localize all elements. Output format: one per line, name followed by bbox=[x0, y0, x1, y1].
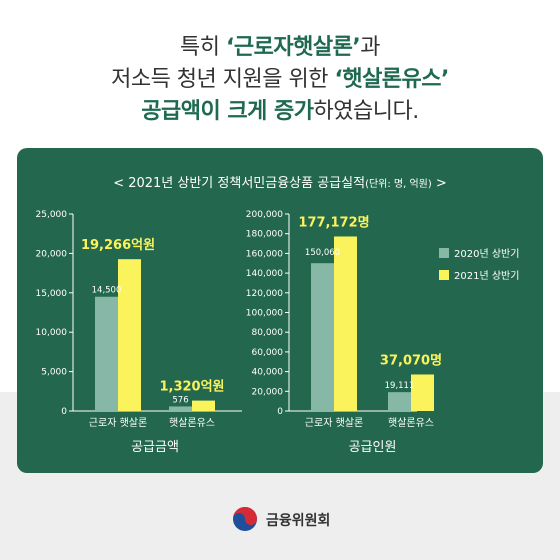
headline-highlight: ‘햇살론유스’ bbox=[334, 67, 449, 92]
chart-subtitle: 공급금액 bbox=[131, 440, 179, 455]
data-label-2021: 177,172명 bbox=[298, 214, 369, 230]
chart-card: < 2021년 상반기 정책서민금융상품 공급실적(단위: 명, 억원) > 0… bbox=[17, 148, 543, 473]
data-label-2020: 19,111 bbox=[385, 381, 415, 391]
bar-charts: 0 5,000 10,000 15,000 20,000 25,000 14,500 19,2… bbox=[36, 210, 520, 455]
headline-highlight: 공급액이 크게 증가 bbox=[141, 99, 314, 124]
bar-2020 bbox=[95, 296, 118, 411]
data-label-2020: 14,500 bbox=[92, 286, 122, 296]
y-tick-label: 0 bbox=[277, 407, 283, 417]
y-tick-label: 160,000 bbox=[246, 249, 283, 259]
headline-line-1: 특히 ‘근로자햇살론’과 bbox=[0, 32, 560, 64]
y-tick-label: 20,000 bbox=[36, 249, 68, 259]
card-title-unit: (단위: 명, 억원) bbox=[365, 179, 432, 190]
org-footer: 금융위원회 bbox=[0, 506, 560, 534]
org-name: 금융위원회 bbox=[266, 513, 331, 529]
headline-line-3: 공급액이 크게 증가하였습니다. bbox=[0, 96, 560, 128]
y-tick-label: 100,000 bbox=[246, 309, 283, 319]
government-emblem-icon bbox=[233, 507, 257, 531]
headline-highlight: ‘근로자햇살론’ bbox=[226, 35, 361, 60]
data-label-2021: 19,266억원 bbox=[81, 238, 155, 253]
headline: 특히 ‘근로자햇살론’과 저소득 청년 지원을 위한 ‘햇살론유스’ 공급액이 … bbox=[0, 32, 560, 128]
card-title: < 2021년 상반기 정책서민금융상품 공급실적(단위: 명, 억원) > bbox=[17, 172, 543, 191]
bar-2020 bbox=[388, 392, 411, 411]
headline-text: 특히 bbox=[180, 35, 227, 60]
y-tick-label: 15,000 bbox=[36, 289, 68, 299]
data-label-2020: 150,060 bbox=[305, 248, 340, 258]
legend-label: 2020년 상반기 bbox=[454, 248, 519, 260]
headline-text: 저소득 청년 지원을 위한 bbox=[111, 67, 335, 92]
legend-swatch-2020 bbox=[439, 248, 449, 258]
y-tick-label: 25,000 bbox=[36, 210, 68, 220]
data-label-2020: 576 bbox=[172, 395, 188, 405]
y-tick-label: 40,000 bbox=[252, 368, 284, 378]
data-label-2021: 1,320억원 bbox=[159, 380, 224, 395]
y-tick-label: 120,000 bbox=[246, 289, 283, 299]
bar-2021 bbox=[192, 400, 215, 411]
headline-line-2: 저소득 청년 지원을 위한 ‘햇살론유스’ bbox=[0, 64, 560, 96]
card-title-end: > bbox=[431, 176, 447, 191]
y-tick-label: 5,000 bbox=[41, 368, 67, 378]
y-tick-label: 140,000 bbox=[246, 269, 283, 279]
y-tick-label: 20,000 bbox=[252, 387, 284, 397]
x-category-label: 햇살론유스 bbox=[169, 417, 215, 429]
x-category-label: 햇살론유스 bbox=[388, 417, 434, 429]
y-tick-label: 10,000 bbox=[36, 328, 68, 338]
bar-2021 bbox=[118, 259, 141, 411]
y-tick-label: 80,000 bbox=[252, 328, 284, 338]
legend-label: 2021년 상반기 bbox=[454, 270, 519, 282]
bar-2020 bbox=[311, 263, 334, 411]
bar-2021 bbox=[411, 374, 434, 411]
card-title-text: < 2021년 상반기 정책서민금융상품 공급실적 bbox=[113, 176, 366, 191]
x-category-label: 근로자 햇살론 bbox=[89, 417, 147, 429]
bar-2020 bbox=[169, 406, 192, 411]
legend-swatch-2021 bbox=[439, 270, 449, 280]
y-tick-label: 200,000 bbox=[246, 210, 283, 220]
y-tick-label: 60,000 bbox=[252, 348, 284, 358]
chart-subtitle: 공급인원 bbox=[349, 440, 397, 455]
x-category-label: 근로자 햇살론 bbox=[305, 417, 363, 429]
data-label-2021: 37,070명 bbox=[380, 352, 442, 368]
headline-text: 하였습니다. bbox=[313, 99, 420, 124]
y-tick-label: 180,000 bbox=[246, 230, 283, 240]
headline-text: 과 bbox=[360, 35, 380, 60]
y-tick-label: 0 bbox=[61, 407, 67, 417]
bar-2021 bbox=[334, 236, 357, 411]
